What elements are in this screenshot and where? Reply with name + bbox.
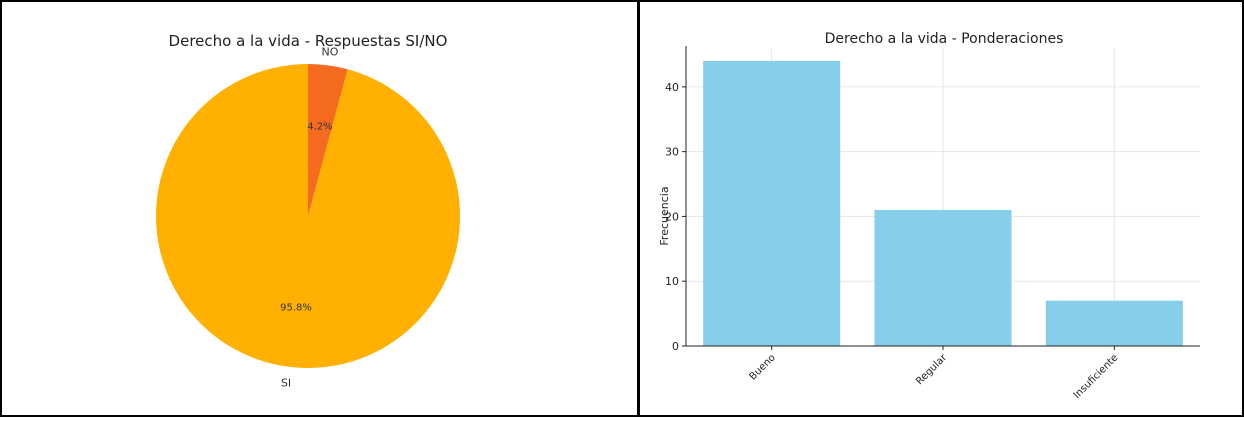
pie-slice-no <box>308 64 348 216</box>
pie-slice-si <box>156 64 460 369</box>
pie-chart: Derecho a la vida - Respuestas SI/NO 95.… <box>156 32 460 390</box>
x-tick-label-bueno: Bueno <box>748 352 778 382</box>
pie-chart-panel: Derecho a la vida - Respuestas SI/NO 95.… <box>2 0 637 417</box>
bar-insuficiente <box>1045 300 1183 346</box>
x-tick-label-regular: Regular <box>914 352 950 388</box>
y-tick-label: 10 <box>665 275 679 288</box>
bar-chart-panel: Derecho a la vida - Ponderaciones Frecue… <box>640 0 1242 417</box>
panel-divider <box>637 0 640 417</box>
pie-category-label-si: SI <box>281 377 291 390</box>
y-tick-label: 40 <box>665 81 679 94</box>
pie-chart-title: Derecho a la vida - Respuestas SI/NO <box>169 32 448 50</box>
pie-pct-label-si: 95.8% <box>280 302 312 313</box>
bar-chart-title: Derecho a la vida - Ponderaciones <box>825 31 1064 47</box>
pie-pct-label-no: 4.2% <box>307 122 332 133</box>
x-tick-label-insuficiente: Insuficiente <box>1072 352 1121 401</box>
y-axis-label: Frecuencia <box>658 186 671 245</box>
pie-category-label-no: NO <box>322 45 339 58</box>
y-tick-label: 20 <box>665 210 679 223</box>
bar-regular <box>874 209 1012 346</box>
y-tick-label: 30 <box>665 146 679 159</box>
bar-chart: Derecho a la vida - Ponderaciones Frecue… <box>658 31 1200 401</box>
bar-bueno <box>703 60 841 347</box>
y-tick-label: 0 <box>672 340 679 353</box>
